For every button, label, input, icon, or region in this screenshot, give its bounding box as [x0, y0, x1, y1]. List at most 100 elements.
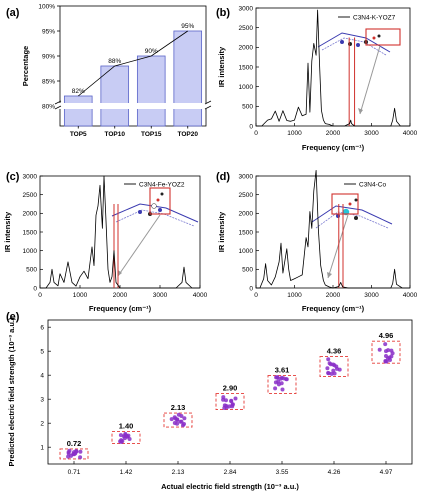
scatter-point — [275, 375, 280, 380]
spectrum-line — [256, 169, 410, 289]
xlabel-c: Frequency (cm⁻¹) — [89, 304, 152, 313]
scatter-point — [383, 359, 388, 364]
scatter-point — [182, 416, 187, 421]
scatter-point — [227, 404, 232, 409]
xtick-label: 4000 — [193, 292, 208, 299]
cluster-value-label: 0.72 — [67, 439, 82, 448]
plot-frame-c — [39, 175, 201, 289]
xtick-label: 3000 — [364, 130, 379, 137]
ytick-label: 1500 — [239, 64, 254, 71]
ytick-label: 2 — [40, 421, 44, 428]
bar — [136, 55, 166, 127]
scatter-point — [172, 421, 177, 425]
cluster-box — [267, 375, 297, 395]
xlabel-b: Frequency (cm⁻¹) — [302, 143, 365, 152]
cluster-value-label: 1.40 — [119, 422, 134, 431]
xtick-label: TOP20 — [178, 131, 199, 138]
xtick-label: 3.55 — [276, 469, 289, 476]
cluster-value-label: 2.13 — [171, 403, 186, 412]
panel-label-c: (c) — [6, 171, 20, 183]
xtick-label: TOP5 — [70, 131, 87, 138]
cluster-value-label: 2.90 — [223, 384, 238, 393]
bar-chart-a: Percentage 80% 85% 90% 95% 100% 82% 88% 90% 95%… — [21, 3, 212, 138]
cluster-box — [215, 393, 245, 411]
xtick-label: 4000 — [403, 292, 418, 299]
ytick-label: 3000 — [239, 5, 254, 12]
ytick-label: 2500 — [23, 192, 38, 199]
scatter-point — [334, 364, 339, 369]
ytick-label: 3000 — [239, 173, 254, 180]
ylabel-c: IR intensity — [3, 211, 12, 252]
axis-break-gap — [56, 103, 210, 109]
ytick-label: 500 — [242, 104, 253, 111]
ylabel-b: IR intensity — [217, 46, 226, 87]
xtick-label: 4.26 — [328, 469, 341, 476]
ytick-label: 2000 — [239, 211, 254, 218]
scatter-point — [326, 357, 331, 362]
plot-frame-b — [255, 7, 411, 127]
xtick-label: 1000 — [287, 292, 302, 299]
xtick-label: 4000 — [403, 130, 418, 137]
scatter-point — [276, 379, 281, 384]
yticks-a: 80% 85% 90% 95% 100% — [38, 3, 60, 110]
xlabel-d: Frequency (cm⁻¹) — [302, 304, 365, 313]
structure-inset-d — [311, 193, 393, 279]
scatter-point — [390, 351, 395, 356]
axis-break-left — [54, 100, 62, 110]
scatter-point — [233, 396, 238, 401]
scatter-point — [78, 449, 83, 454]
xtick-label: 1000 — [287, 130, 302, 137]
ytick-label: 90% — [42, 53, 55, 60]
scatter-point — [176, 412, 181, 417]
cluster-box — [59, 448, 89, 460]
xtick-label: 2000 — [326, 130, 341, 137]
panel-label-d: (d) — [216, 171, 230, 183]
structure-inset-c — [111, 187, 199, 277]
scatter-point — [123, 431, 128, 436]
ytick-label: 80% — [42, 103, 55, 110]
ytick-label: 1500 — [23, 229, 38, 236]
scatter-point — [327, 361, 332, 366]
scatter-point — [326, 371, 331, 376]
scatter-point — [72, 451, 77, 456]
ytick-label: 1000 — [239, 248, 254, 255]
ytick-label: 3 — [40, 397, 44, 404]
scatter-point — [377, 347, 382, 352]
scatter-point — [127, 437, 132, 441]
scatter-point — [332, 371, 337, 376]
scatter-point — [278, 376, 283, 381]
ylabel-d: IR intensity — [217, 211, 226, 252]
panel-label-a: (a) — [6, 7, 20, 19]
ytick-label: 0 — [249, 123, 253, 130]
cluster-value-label: 4.96 — [379, 331, 394, 340]
ylabel-a: Percentage — [21, 46, 30, 86]
bar — [173, 30, 203, 127]
bar-value-label: 95% — [181, 23, 194, 30]
cluster-box — [319, 356, 349, 378]
scatter-point — [230, 404, 235, 409]
xtick-label: 0 — [38, 292, 42, 299]
panel-label-e: (e) — [6, 311, 20, 323]
scatter-point — [389, 354, 394, 359]
xtick-label: 2.13 — [172, 469, 185, 476]
ytick-label: 6 — [40, 325, 44, 332]
cluster-value-label: 3.61 — [275, 366, 290, 375]
scatter-point — [173, 416, 178, 421]
cluster-box — [163, 412, 193, 428]
scatter-point — [384, 349, 388, 354]
plot-frame-a — [59, 5, 207, 127]
ytick-label: 2000 — [239, 45, 254, 52]
plot-frame-d — [255, 175, 411, 289]
ytick-label: 1500 — [239, 229, 254, 236]
scatter-point — [78, 455, 83, 460]
ytick-label: 3000 — [23, 173, 38, 180]
panel-label-b: (b) — [216, 7, 230, 19]
legend-b: C3N4-K-YOZ7 — [353, 15, 396, 22]
ytick-label: 1 — [40, 445, 44, 452]
scatter-chart-e: Predicted electric field strength (10⁻³ … — [7, 317, 413, 491]
cluster-value-label: 4.36 — [327, 347, 342, 356]
ytick-label: 95% — [42, 28, 55, 35]
spectrum-line — [40, 175, 200, 289]
xtick-label: TOP15 — [141, 131, 162, 138]
xtick-label: 0.71 — [68, 469, 81, 476]
